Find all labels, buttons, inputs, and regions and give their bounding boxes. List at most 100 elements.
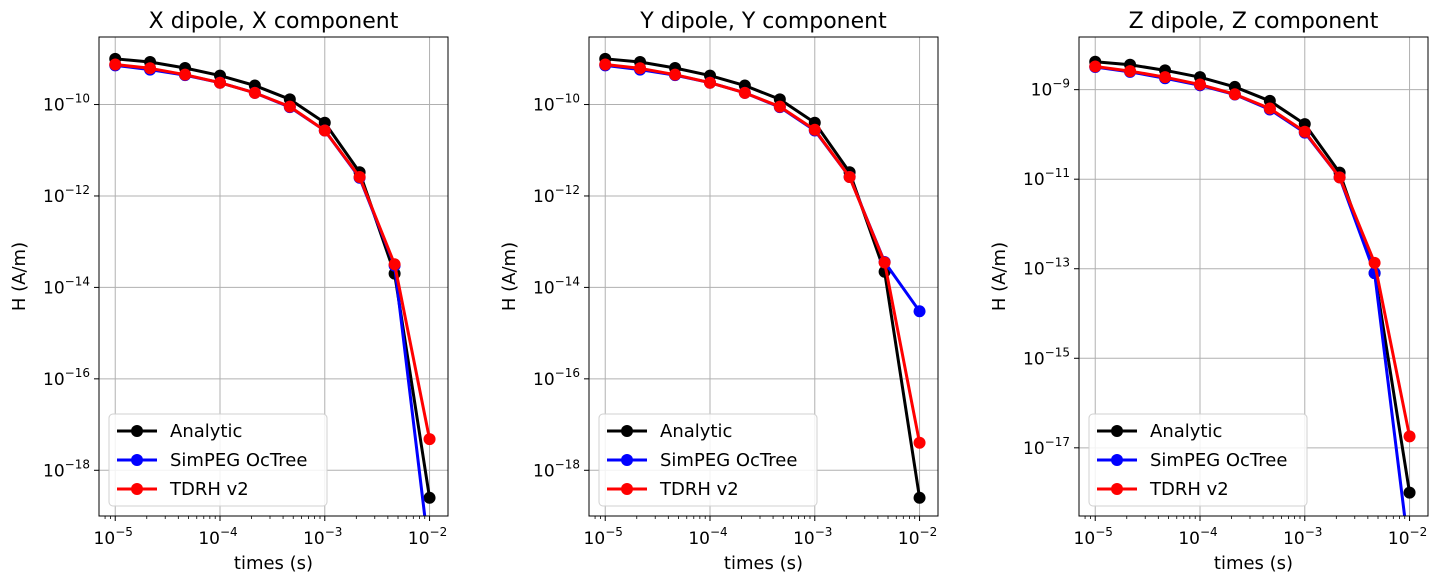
plot-area: [599, 52, 926, 504]
legend-entry: SimPEG OcTree: [1150, 450, 1287, 471]
x-tick-label: 10−3: [1283, 525, 1322, 549]
y-tick-label: 10−17: [1023, 435, 1070, 459]
legend-frame: [108, 413, 328, 507]
data-point: [1089, 60, 1102, 73]
data-point: [423, 491, 436, 504]
legend-entry: TDRH v2: [169, 479, 249, 500]
axes-frame: [98, 36, 449, 517]
data-point: [808, 123, 821, 136]
x-axis-label: times (s): [234, 553, 313, 574]
y-tick-label: 10−12: [533, 183, 580, 207]
data-point: [1403, 486, 1416, 499]
data-point: [1263, 102, 1276, 115]
x-tick-label: 10−5: [584, 525, 623, 549]
x-tick-label: 10−4: [688, 525, 727, 549]
legend-marker: [1111, 454, 1123, 466]
y-tick-label: 10−10: [43, 92, 90, 116]
data-point: [423, 433, 436, 446]
data-point: [1124, 65, 1137, 78]
chart-title: Z dipole, Z component: [1129, 9, 1379, 34]
data-point: [669, 68, 682, 81]
data-point: [248, 86, 261, 99]
y-axis-label: H (A/m): [989, 242, 1010, 311]
x-tick-label: 10−4: [198, 525, 237, 549]
legend-entry: Analytic: [170, 421, 242, 442]
legend-entry: TDRH v2: [659, 479, 739, 500]
legend: Analytic SimPEG OcTree TDRH v2: [1088, 413, 1308, 507]
data-point: [1159, 71, 1172, 84]
legend-frame: [1088, 413, 1308, 507]
legend-marker: [621, 483, 633, 495]
legend-entry: Analytic: [660, 421, 732, 442]
y-tick-label: 10−13: [1023, 256, 1070, 280]
y-tick-label: 10−14: [533, 274, 580, 298]
legend-marker: [131, 425, 143, 437]
y-tick-label: 10−10: [533, 92, 580, 116]
chart-title: Y dipole, Y component: [639, 9, 887, 34]
x-tick-label: 10−2: [1388, 525, 1427, 549]
subplot-3: 10−5 10−4 10−3 10−2 10−17 10−15 10−13 10−11 10−9…: [989, 9, 1429, 574]
data-point: [634, 62, 647, 75]
y-tick-label: 10−18: [533, 457, 580, 481]
data-point: [1333, 171, 1346, 184]
x-tick-label: 10−3: [303, 525, 342, 549]
data-point: [353, 170, 366, 183]
chart-title: X dipole, X component: [149, 9, 399, 34]
legend-marker: [131, 454, 143, 466]
legend-entry: Analytic: [1150, 421, 1222, 442]
legend-marker: [621, 425, 633, 437]
legend-frame: [598, 413, 818, 507]
series-line-tdrh-v2: [605, 63, 922, 444]
data-point: [283, 100, 296, 113]
data-point: [179, 68, 192, 81]
series-line-tdrh-v2: [115, 63, 432, 440]
y-tick-label: 10−16: [533, 366, 580, 390]
x-tick-label: 10−2: [898, 525, 937, 549]
legend-marker: [131, 483, 143, 495]
series-line-tdrh-v2: [1095, 64, 1412, 437]
y-axis-label: H (A/m): [499, 242, 520, 311]
y-tick-label: 10−15: [1023, 345, 1070, 369]
data-point: [913, 436, 926, 449]
legend-marker: [1111, 425, 1123, 437]
data-point: [878, 256, 891, 269]
legend-marker: [621, 454, 633, 466]
x-tick-label: 10−3: [793, 525, 832, 549]
y-axis-label: H (A/m): [9, 242, 30, 311]
x-tick-label: 10−4: [1178, 525, 1217, 549]
y-tick-label: 10−18: [43, 457, 90, 481]
series-line-simpeg-octree: [605, 63, 921, 313]
data-point: [704, 76, 717, 89]
data-point: [318, 124, 331, 137]
data-point: [773, 100, 786, 113]
x-tick-label: 10−5: [94, 525, 133, 549]
data-point: [1194, 78, 1207, 91]
subplot-1: 10−5 10−4 10−3 10−2 10−18 10−16 10−14 10−12 10−1…: [9, 9, 449, 574]
legend-entry: TDRH v2: [1149, 479, 1229, 500]
data-point: [1228, 88, 1241, 101]
x-axis-label: times (s): [1214, 553, 1293, 574]
data-point: [843, 170, 856, 183]
y-tick-label: 10−9: [1031, 77, 1070, 101]
axes-frame: [588, 36, 939, 517]
y-tick-label: 10−14: [43, 274, 90, 298]
plot-area: [109, 52, 436, 516]
data-point: [1298, 125, 1311, 138]
legend-entry: SimPEG OcTree: [170, 450, 307, 471]
data-point: [1403, 430, 1416, 443]
data-point: [738, 86, 751, 99]
data-point: [599, 58, 612, 71]
y-tick-label: 10−16: [43, 366, 90, 390]
data-point: [388, 258, 401, 271]
y-tick-label: 10−11: [1023, 166, 1070, 190]
data-point: [913, 491, 926, 504]
legend-marker: [1111, 483, 1123, 495]
legend-entry: SimPEG OcTree: [660, 450, 797, 471]
data-point: [144, 62, 157, 75]
subplot-2: 10−5 10−4 10−3 10−2 10−18 10−16 10−14 10−12 10−1…: [499, 9, 939, 574]
data-point: [214, 76, 227, 89]
axes-frame: [1078, 36, 1429, 517]
x-tick-label: 10−5: [1074, 525, 1113, 549]
legend: Analytic SimPEG OcTree TDRH v2: [108, 413, 328, 507]
